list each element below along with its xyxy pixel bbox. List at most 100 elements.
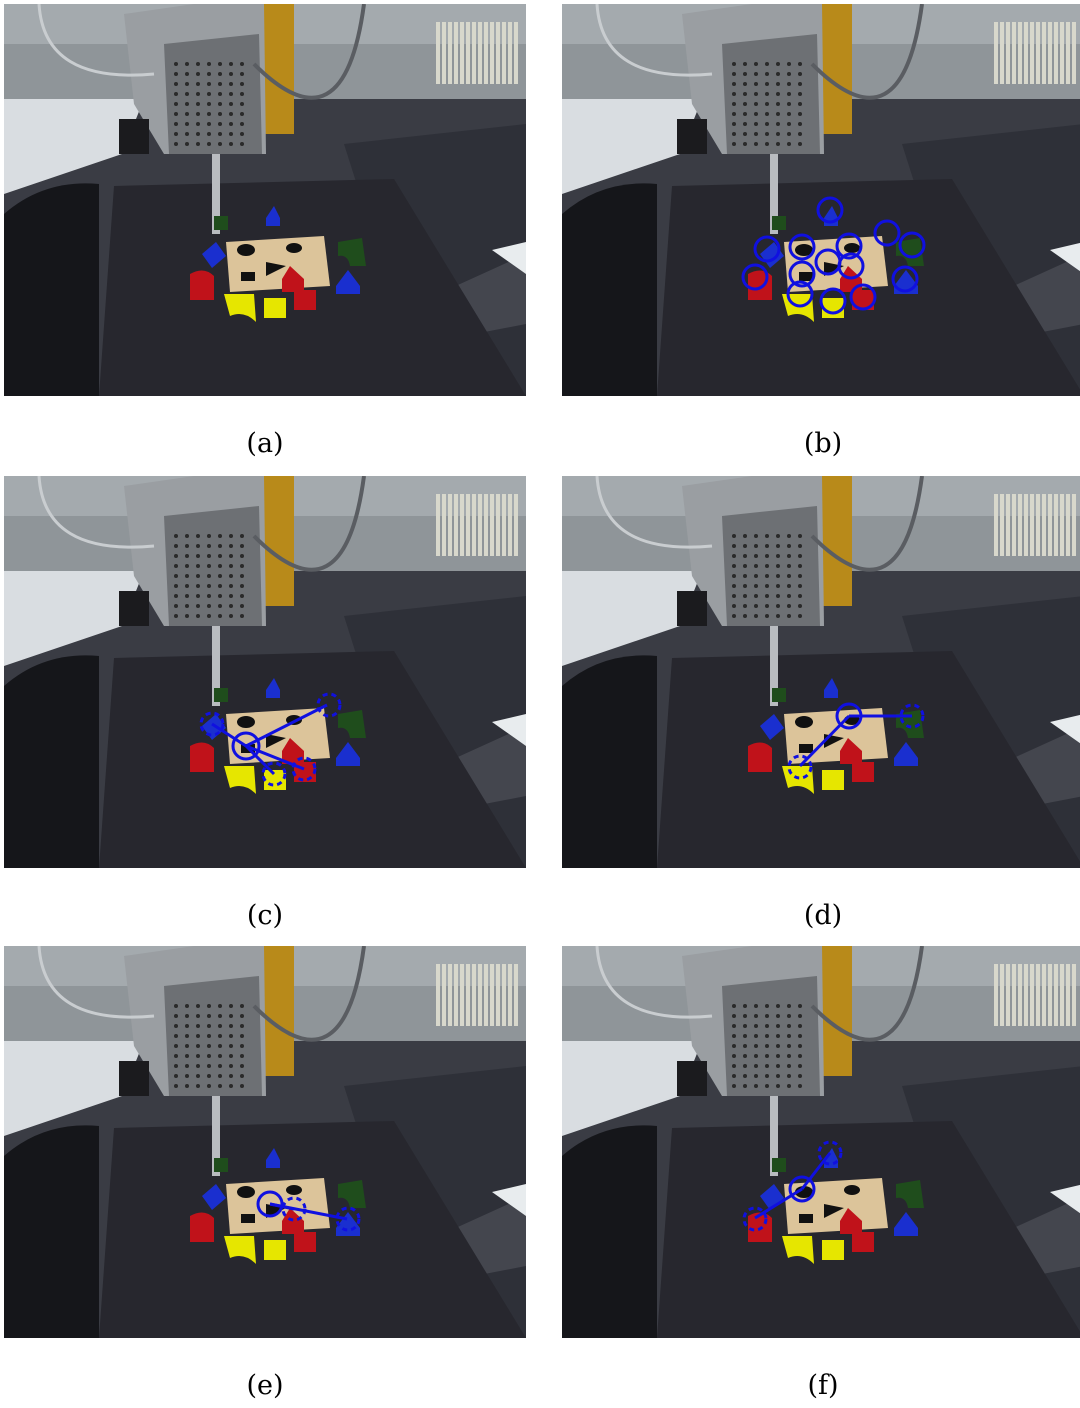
black-block (119, 591, 149, 626)
annotation-overlay (741, 196, 926, 315)
hub-circle (835, 702, 863, 730)
candidate-circle (786, 280, 814, 308)
cable (810, 476, 924, 572)
red-block (748, 742, 772, 772)
caption-a: (a) (246, 428, 284, 459)
caption-d: (d) (803, 900, 843, 931)
red-block (852, 1232, 874, 1252)
green-block (214, 688, 228, 702)
chair (4, 1125, 99, 1338)
blue-block (894, 1212, 918, 1236)
chair (4, 183, 99, 396)
green-block (772, 688, 786, 702)
photo-panel-b (562, 4, 1080, 396)
red-block (294, 290, 316, 310)
rod (770, 154, 778, 234)
caption-e: (e) (246, 1370, 284, 1401)
candidate-circle (788, 260, 816, 288)
blue-block (760, 1184, 784, 1210)
red-block (282, 738, 304, 764)
board-hole (241, 272, 255, 281)
blue-block (202, 242, 226, 268)
red-block (852, 762, 874, 782)
white-desk (4, 1041, 144, 1136)
hub-circle (788, 1175, 816, 1203)
link-line (211, 722, 247, 748)
chair (562, 1125, 657, 1338)
perforation (732, 534, 802, 618)
table (99, 1121, 526, 1338)
paper (1050, 1184, 1080, 1214)
candidate-circle (891, 265, 919, 293)
board-hole (266, 734, 286, 748)
scene-photo (4, 946, 526, 1338)
perforation (732, 62, 802, 146)
candidate-circle (819, 287, 847, 315)
green-block (338, 1180, 366, 1208)
candidate-circle (873, 219, 901, 247)
cable (37, 946, 155, 1019)
cable (37, 4, 155, 77)
annotation-overlay (742, 1140, 843, 1232)
radiator (436, 22, 518, 84)
green-block (338, 238, 366, 266)
yellow-block (264, 1240, 286, 1260)
blue-block (824, 678, 838, 698)
chair (562, 183, 657, 396)
red-block (840, 1208, 862, 1234)
blue-block (336, 742, 360, 766)
black-block (119, 1061, 149, 1096)
link-line (244, 744, 276, 776)
board-hole (795, 716, 813, 728)
hub-circle (256, 1190, 284, 1218)
radiator (994, 964, 1076, 1026)
yellow-block (822, 1240, 844, 1260)
candidate-circle (837, 252, 865, 280)
board-hole (844, 1185, 860, 1195)
blue-block (266, 678, 280, 698)
cable (810, 946, 924, 1042)
candidate-circle (814, 248, 842, 276)
hub-circle (231, 731, 261, 761)
scene-photo (562, 946, 1080, 1338)
red-block (852, 290, 874, 310)
cable (595, 4, 713, 77)
red-block (190, 742, 214, 772)
blue-block (894, 742, 918, 766)
green-block (214, 216, 228, 230)
photo-panel-f (562, 946, 1080, 1338)
board-hole (237, 1186, 255, 1198)
red-block (190, 270, 214, 300)
scene-photo (4, 4, 526, 396)
radiator (436, 494, 518, 556)
target-circle-dashed (899, 703, 925, 729)
red-block (190, 1212, 214, 1242)
target-circle-dashed (316, 692, 342, 718)
blue-block (760, 714, 784, 740)
rod (212, 154, 220, 234)
white-desk (4, 99, 144, 194)
paper (1050, 714, 1080, 744)
rod (212, 626, 220, 706)
table (99, 651, 526, 868)
yellow-block (224, 766, 256, 794)
link-line (245, 703, 328, 748)
table (99, 179, 526, 396)
yellow-block (264, 298, 286, 318)
yellow-block (224, 1236, 256, 1264)
blue-block (336, 1212, 360, 1236)
black-block (119, 119, 149, 154)
board-hole (799, 272, 813, 281)
board-hole (824, 1204, 844, 1218)
candidate-circle (835, 232, 863, 260)
board-hole (286, 1185, 302, 1195)
candidate-circle (788, 233, 816, 261)
caption-b: (b) (803, 428, 843, 459)
board-hole (799, 1214, 813, 1223)
white-desk (562, 99, 702, 194)
perforation (732, 1004, 802, 1088)
cable (595, 946, 713, 1019)
photo-panel-d (562, 476, 1080, 868)
cable (595, 476, 713, 549)
white-desk (562, 571, 702, 666)
